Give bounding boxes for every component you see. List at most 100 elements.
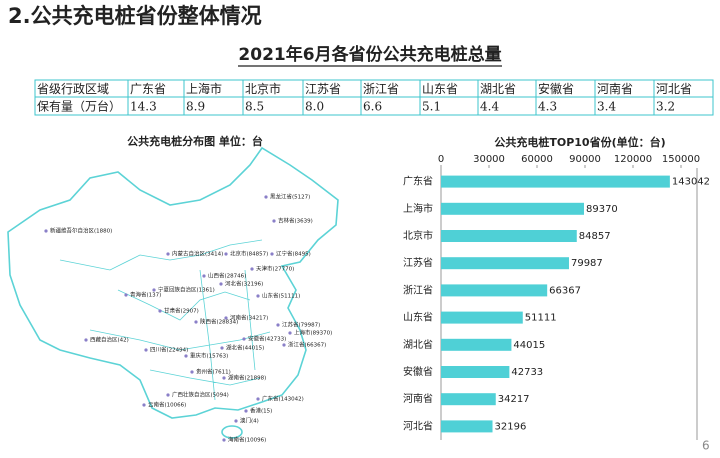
map-label: 海南省(10096) bbox=[228, 436, 266, 444]
map-dot bbox=[288, 331, 292, 335]
map-label: 吉林省(3639) bbox=[278, 217, 313, 225]
map-label: 黑龙江省(5127) bbox=[270, 193, 310, 201]
table-cell-text: 江苏省 bbox=[305, 82, 341, 96]
map-dot bbox=[152, 288, 156, 292]
map-dot bbox=[166, 252, 170, 256]
table-cell-text: 14.3 bbox=[130, 100, 157, 114]
map-dot bbox=[256, 397, 260, 401]
bar bbox=[441, 175, 670, 188]
value-label: 44015 bbox=[513, 340, 545, 351]
map-dot bbox=[276, 323, 280, 327]
category-label: 广东省 bbox=[403, 175, 433, 188]
bar bbox=[441, 202, 584, 215]
map-dot bbox=[272, 219, 276, 223]
map-dot bbox=[222, 376, 226, 380]
map-label: 广西壮族自治区(5094) bbox=[172, 391, 229, 399]
map bbox=[7, 146, 339, 439]
map-dot bbox=[219, 282, 223, 286]
bar bbox=[441, 366, 510, 378]
bar bbox=[441, 311, 523, 324]
map-label: 甘肃省(2907) bbox=[164, 307, 199, 315]
category-label: 山东省 bbox=[403, 311, 433, 324]
x-tick-label: 60000 bbox=[521, 154, 553, 165]
map-dot bbox=[84, 338, 88, 342]
map-label: 天津市(27770) bbox=[256, 265, 294, 273]
category-label: 湖北省 bbox=[403, 338, 433, 351]
table-cell-text: 4.4 bbox=[480, 100, 499, 114]
value-label: 32196 bbox=[495, 421, 527, 432]
map-label: 广东省(143042) bbox=[262, 395, 304, 403]
map-label: 浙江省(66367) bbox=[288, 341, 326, 349]
bar bbox=[441, 230, 577, 242]
x-tick-label: 150000 bbox=[662, 154, 700, 165]
heading: 2.公共充电桩省份整体情况 bbox=[8, 4, 262, 28]
map-label: 新疆维吾尔自治区(1880) bbox=[50, 227, 112, 235]
category-label: 上海市 bbox=[403, 202, 433, 215]
bar bbox=[441, 420, 493, 433]
map-dot bbox=[224, 316, 228, 320]
table-cell-text: 8.5 bbox=[245, 100, 264, 114]
bar-chart: 0 30000 60000 90000 120000 150000 广东省 143042 上海市… bbox=[403, 154, 710, 440]
map-dot bbox=[44, 229, 48, 233]
map-dot bbox=[190, 370, 194, 374]
table-cell-text: 5.1 bbox=[422, 100, 441, 114]
chart-title: 公共充电桩TOP10省份(单位：台) bbox=[494, 135, 665, 149]
map-label: 陕西省(28834) bbox=[200, 318, 238, 326]
map-label: 贵州省(7611) bbox=[196, 368, 231, 376]
map-title: 公共充电桩分布图 单位：台 bbox=[127, 134, 263, 148]
x-tick-label: 90000 bbox=[569, 154, 601, 165]
map-label: 宁夏回族自治区(1361) bbox=[158, 286, 215, 294]
map-dot bbox=[194, 320, 198, 324]
map-dot bbox=[166, 393, 170, 397]
table-cell-text: 6.6 bbox=[363, 100, 382, 114]
table-cell-text: 3.4 bbox=[597, 100, 616, 114]
table-cell-text: 安徽省 bbox=[538, 81, 574, 96]
category-label: 河北省 bbox=[403, 419, 433, 432]
map-borders bbox=[59, 239, 271, 401]
table-cell-text: 河北省 bbox=[656, 82, 692, 96]
map-label: 辽宁省(8495) bbox=[276, 250, 311, 258]
map-outline bbox=[7, 146, 339, 419]
map-label: 山东省(51111) bbox=[262, 292, 300, 300]
table-cell-text: 北京市 bbox=[245, 81, 281, 96]
map-label: 重庆市(15763) bbox=[190, 352, 228, 360]
value-label: 42733 bbox=[511, 367, 543, 378]
map-dot bbox=[282, 343, 286, 347]
x-tick-label: 120000 bbox=[614, 154, 652, 165]
table-cell-text: 3.2 bbox=[656, 100, 675, 114]
value-label: 34217 bbox=[498, 394, 530, 405]
table-cell-text: 山东省 bbox=[422, 82, 458, 96]
map-dot bbox=[220, 346, 224, 350]
value-label: 143042 bbox=[672, 177, 710, 188]
table-cell-text: 河南省 bbox=[597, 81, 633, 96]
map-label: 山西省(28746) bbox=[208, 272, 246, 280]
map-label: 澳门(4) bbox=[240, 417, 259, 425]
x-tick-label: 30000 bbox=[473, 154, 505, 165]
table-cell-text: 4.3 bbox=[538, 100, 557, 114]
map-dot bbox=[256, 294, 260, 298]
category-label: 北京市 bbox=[403, 229, 433, 242]
map-label: 江苏省(79987) bbox=[282, 321, 320, 329]
table-cell-text: 省级行政区域 bbox=[37, 82, 109, 96]
map-label: 安徽省(42733) bbox=[248, 335, 286, 343]
map-labels: 黑龙江省(5127) 吉林省(3639) 新疆维吾尔自治区(1880) 内蒙古自治区(… bbox=[44, 193, 332, 444]
map-label: 内蒙古自治区(3414) bbox=[172, 250, 223, 258]
category-label: 河南省 bbox=[403, 392, 433, 405]
bar bbox=[441, 257, 569, 270]
category-label: 江苏省 bbox=[403, 256, 433, 269]
map-label: 香港(15) bbox=[250, 407, 272, 415]
subtitle: 2021年6月各省份公共充电桩总量 bbox=[238, 44, 501, 65]
category-label: 安徽省 bbox=[403, 365, 433, 378]
map-dot bbox=[184, 354, 188, 358]
map-dot bbox=[124, 293, 128, 297]
map-dot bbox=[242, 337, 246, 341]
map-dot bbox=[202, 274, 206, 278]
map-dot bbox=[264, 195, 268, 199]
map-label: 河南省(34217) bbox=[230, 314, 268, 322]
bar bbox=[441, 338, 512, 351]
value-label: 84857 bbox=[579, 231, 611, 242]
map-dot bbox=[234, 419, 238, 423]
table-cell-text: 浙江省 bbox=[363, 82, 399, 96]
table-cell-text: 湖北省 bbox=[480, 81, 516, 96]
